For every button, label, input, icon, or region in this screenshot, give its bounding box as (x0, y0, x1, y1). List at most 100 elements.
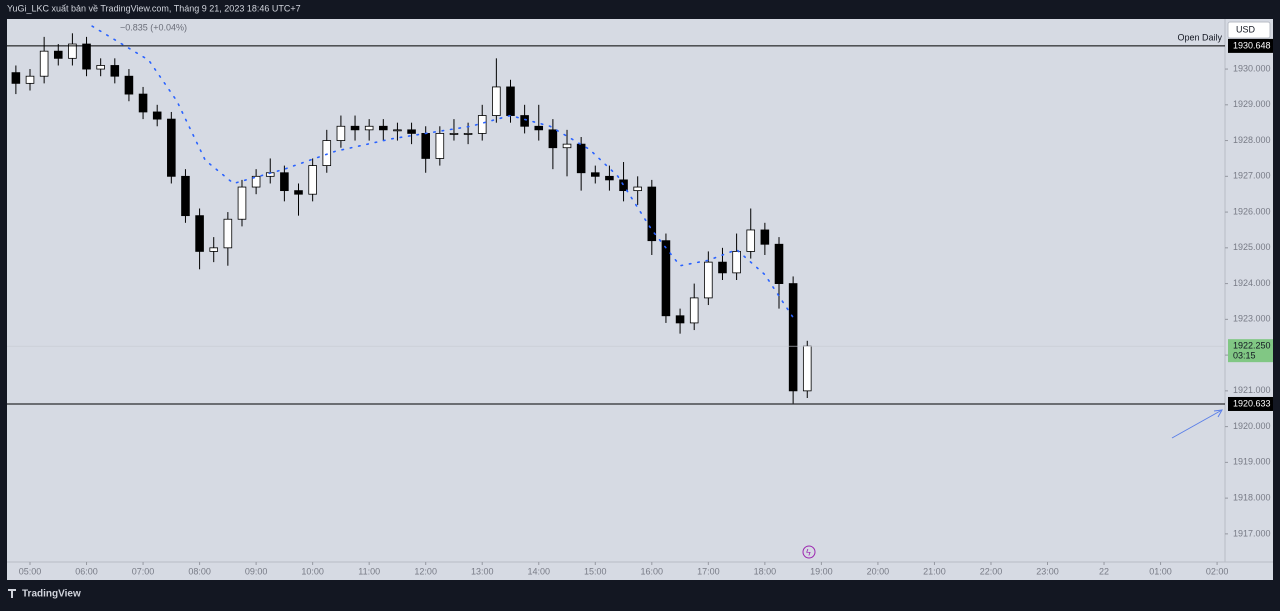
y-tick-label: 1928.000 (1233, 135, 1271, 145)
candle-body (689, 297, 699, 324)
candle-body (181, 175, 190, 217)
candle-body (223, 218, 233, 249)
candle-body (124, 75, 134, 95)
annotation-arrow (1171, 409, 1223, 439)
candle-body (435, 133, 445, 159)
candle-body (562, 143, 572, 149)
candle-body (802, 345, 812, 392)
footer-logo (8, 589, 16, 598)
candle-body (421, 133, 430, 159)
candle-body (68, 43, 77, 59)
x-tick-label: 22 (1099, 566, 1109, 576)
x-tick-label: 11:00 (358, 566, 380, 576)
candle-body (280, 172, 289, 192)
candle-body (463, 133, 473, 135)
x-tick-label: 06:00 (75, 566, 98, 576)
x-tick-label: 19:00 (810, 566, 833, 576)
x-tick-label: 23:00 (1036, 566, 1059, 576)
candle-body (209, 247, 219, 252)
candle-body (294, 190, 303, 195)
candle-body (633, 186, 642, 192)
candle-body (96, 65, 105, 70)
candle-body (39, 50, 49, 77)
candle-body (619, 179, 628, 192)
candle-body (576, 143, 586, 174)
candle-body (732, 251, 741, 274)
plot-background (7, 19, 1273, 580)
candle-body (704, 261, 713, 299)
y-tick-label: 1917.000 (1233, 528, 1271, 538)
y-tick-label: 1930.000 (1233, 63, 1271, 73)
candle-body (661, 240, 671, 317)
x-tick-label: 14:00 (527, 566, 550, 576)
candle-body (407, 129, 416, 134)
candle-body (506, 86, 515, 116)
y-tick-label: 1926.000 (1233, 206, 1271, 216)
level-label: Open Daily (1177, 32, 1222, 42)
annotation-arrow-head (1213, 409, 1223, 418)
candle-body (492, 86, 501, 116)
x-tick-label: 16:00 (641, 566, 664, 576)
event-icon[interactable] (802, 545, 816, 559)
price-tag (1228, 396, 1273, 411)
candle-body (379, 125, 388, 131)
candle-body (110, 65, 120, 77)
x-tick-label: 01:00 (1149, 566, 1172, 576)
currency-button[interactable] (1227, 21, 1271, 39)
x-tick-label: 02:00 (1206, 566, 1229, 576)
candle-body (237, 186, 247, 220)
last-price-tag (1228, 339, 1273, 363)
candle-body (251, 175, 261, 188)
legend-change: −0.835 (+0.04%) (120, 22, 187, 32)
candle-body (350, 125, 360, 131)
candle-body (336, 125, 346, 141)
indicator-line (91, 25, 794, 319)
x-tick-label: 12:00 (414, 566, 437, 576)
candle-body (53, 50, 63, 59)
candle-body (534, 125, 544, 131)
x-tick-label: 10:00 (301, 566, 324, 576)
candle-body (477, 115, 487, 134)
last-price-label: 1922.250 (1233, 341, 1271, 351)
x-tick-label: 07:00 (132, 566, 155, 576)
candle-body (647, 186, 657, 242)
y-tick-label: 1918.000 (1233, 492, 1271, 502)
footer-brand: TradingView (22, 589, 81, 600)
event-icon-glyph[interactable]: ϟ (806, 547, 811, 557)
candle-body (760, 229, 770, 245)
candle-body (746, 229, 756, 252)
x-tick-label: 13:00 (471, 566, 494, 576)
y-tick-label: 1921.000 (1233, 385, 1271, 395)
x-tick-label: 20:00 (867, 566, 890, 576)
currency-label[interactable]: USD (1236, 24, 1256, 34)
publisher-text: YuGi_LKC xuất bản về TradingView.com, Th… (7, 3, 301, 13)
price-tag-label: 1930.648 (1233, 40, 1271, 50)
candle-body (308, 165, 317, 195)
y-tick-label: 1920.000 (1233, 421, 1271, 431)
candle-body (393, 129, 402, 132)
y-tick-label: 1925.000 (1233, 242, 1271, 252)
candle-body (11, 72, 21, 84)
candle-body (82, 43, 91, 70)
candle-body (718, 261, 727, 274)
candle-body (25, 75, 35, 84)
candle-body (788, 283, 798, 392)
x-tick-label: 18:00 (754, 566, 777, 576)
y-tick-label: 1927.000 (1233, 171, 1271, 181)
candle-body (675, 315, 685, 324)
candle-body (138, 93, 148, 113)
x-tick-label: 09:00 (245, 566, 268, 576)
y-tick-label: 1924.000 (1233, 278, 1271, 288)
y-tick-label: 1929.000 (1233, 99, 1271, 109)
x-tick-label: 17:00 (697, 566, 720, 576)
countdown-label: 03:15 (1233, 351, 1256, 361)
y-tick-label: 1919.000 (1233, 457, 1271, 467)
candle-body (520, 115, 529, 127)
x-tick-label: 21:00 (923, 566, 946, 576)
candle-body (152, 111, 162, 120)
candle-body (590, 172, 600, 177)
x-tick-label: 22:00 (980, 566, 1003, 576)
candle-body (322, 140, 332, 166)
